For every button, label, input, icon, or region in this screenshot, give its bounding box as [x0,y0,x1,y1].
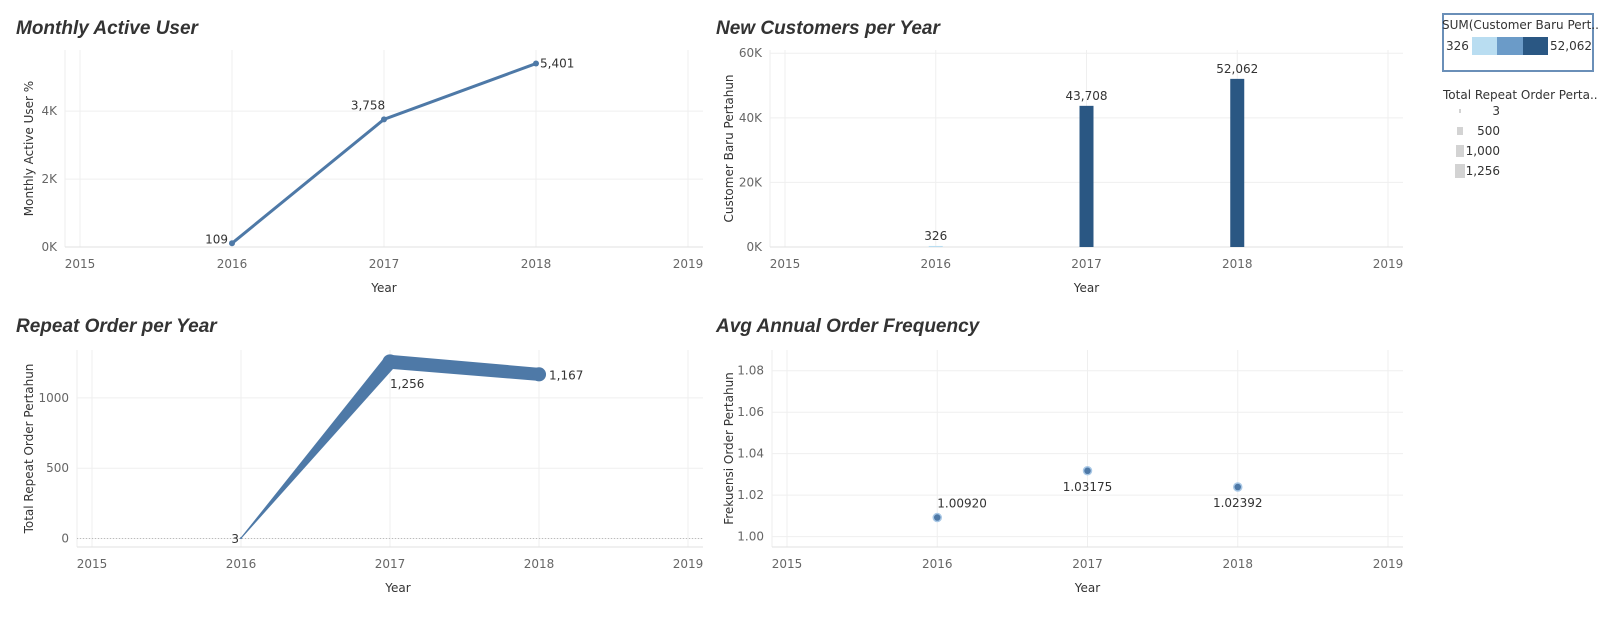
data-label: 109 [205,232,228,246]
x-axis-title: Year [1073,281,1099,295]
size-legend-title: Total Repeat Order Perta.. [1443,88,1598,102]
size-legend-label: 1,000 [1465,144,1500,158]
chart-title-new-customers: New Customers per Year [716,18,940,39]
size-legend-label: 500 [1477,124,1500,138]
color-legend-max: 52,062 [1550,39,1592,53]
y-tick-label: 1.08 [737,364,764,378]
color-legend[interactable]: SUM(Customer Baru Pert.. 326 52,062 [1442,13,1599,72]
data-point [531,367,547,382]
data-label: 1,167 [549,368,583,382]
chart-title-order-frequency: Avg Annual Order Frequency [716,316,980,337]
data-point [381,116,387,123]
y-axis-title: Customer Baru Pertahun [722,74,736,222]
data-label: 1.00920 [937,497,987,511]
y-tick-label: 1.02 [737,488,764,502]
x-tick-label: 2018 [524,557,555,571]
color-legend-min: 326 [1446,39,1469,53]
x-axis-title: Year [370,281,396,295]
y-tick-label: 0K [41,240,58,254]
y-tick-label: 20K [739,175,763,189]
chart-new-customers: 2015 2016 2017 2018 2019 0K 20K 40K 60K Year Custo… [722,46,1404,295]
y-tick-label: 60K [739,46,763,60]
chart-repeat-order: 2015 2016 2017 2018 2019 0 500 1000 Year Total Re… [22,350,704,595]
size-legend-mark [1455,164,1465,178]
series-line-segment [389,354,540,381]
data-label: 5,401 [540,57,574,71]
x-tick-label: 2016 [226,557,257,571]
x-tick-label: 2015 [77,557,108,571]
x-tick-label: 2015 [772,557,803,571]
x-tick-label: 2019 [673,557,704,571]
color-ramp [1472,37,1548,55]
data-label: 1.02392 [1213,496,1263,510]
chart-title-mau: Monthly Active User [16,18,198,39]
y-axis-title: Total Repeat Order Pertahun [22,364,36,535]
data-point [533,60,539,67]
data-point [239,537,243,540]
size-legend-mark [1455,145,1465,157]
x-tick-label: 2018 [521,257,552,271]
x-axis-title: Year [384,581,410,595]
color-legend-title: SUM(Customer Baru Pert.. [1442,18,1599,32]
data-point [1233,482,1243,492]
data-label: 52,062 [1216,62,1258,76]
color-ramp-step [1472,37,1498,55]
x-tick-label: 2015 [65,257,96,271]
chart-monthly-active-user: 2015 2016 2017 2018 2019 0K 2K 4K Year Monthly Ac… [22,50,704,295]
data-label: 1.03175 [1063,480,1113,494]
x-tick-label: 2017 [1072,557,1103,571]
y-tick-label: 500 [46,461,69,475]
x-tick-label: 2016 [920,257,951,271]
y-axis-title: Monthly Active User % [22,81,36,216]
x-tick-label: 2017 [1071,257,1102,271]
data-point [382,354,398,370]
x-axis-title: Year [1074,581,1100,595]
x-tick-label: 2019 [673,257,704,271]
x-tick-label: 2016 [922,557,953,571]
chart-title-repeat-order: Repeat Order per Year [16,316,217,337]
x-tick-label: 2017 [369,257,400,271]
size-legend-label: 1,256 [1465,164,1500,178]
data-label: 1,256 [390,377,424,391]
y-tick-label: 2K [41,172,58,186]
y-tick-label: 1.00 [737,530,764,544]
y-tick-label: 40K [739,111,763,125]
data-point [932,512,942,523]
size-legend-mark [1458,108,1461,113]
chart-order-frequency: 2015 2016 2017 2018 2019 1.00 1.02 1.04 1.06 1.08… [722,350,1404,595]
x-tick-label: 2019 [1373,557,1404,571]
y-tick-label: 4K [41,104,58,118]
bar [1230,78,1245,247]
series-line-segment [240,357,396,539]
y-tick-label: 1.04 [737,447,764,461]
y-tick-label: 1.06 [737,405,764,419]
x-tick-label: 2018 [1222,257,1253,271]
bar [928,245,943,247]
x-tick-label: 2016 [217,257,248,271]
bar [1079,105,1094,247]
data-point [1082,466,1093,476]
x-tick-label: 2017 [375,557,406,571]
y-tick-label: 1000 [38,391,69,405]
data-label: 43,708 [1066,89,1108,103]
y-tick-label: 0 [61,532,69,546]
x-tick-label: 2015 [770,257,801,271]
data-label: 3,758 [351,98,385,112]
data-point [229,240,235,247]
size-legend-mark [1457,127,1463,135]
color-ramp-step [1522,37,1548,55]
data-label: 3 [231,532,239,546]
data-label: 326 [924,229,947,243]
y-tick-label: 0K [746,240,763,254]
x-tick-label: 2018 [1222,557,1253,571]
size-legend-label: 3 [1492,104,1500,118]
y-axis-title: Frekuensi Order Pertahun [722,372,736,525]
x-tick-label: 2019 [1373,257,1404,271]
color-ramp-step [1497,37,1523,55]
